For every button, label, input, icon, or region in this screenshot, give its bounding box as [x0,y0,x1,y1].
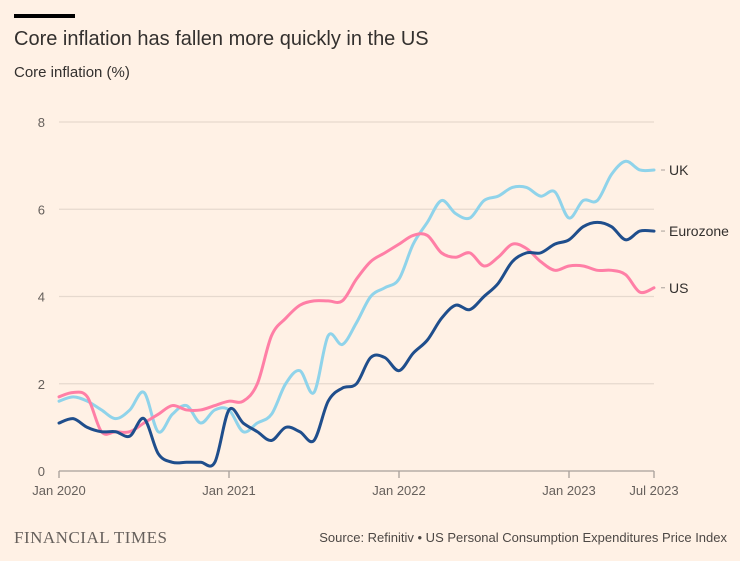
x-tick-label: Jan 2021 [202,483,256,498]
series-line-us [57,232,656,436]
y-tick-label: 4 [38,290,45,305]
series-label-us: US [669,280,688,296]
x-tick-label: Jan 2020 [32,483,86,498]
series-line-uk [57,159,656,434]
chart-title: Core inflation has fallen more quickly i… [14,28,429,50]
source-note: Source: Refinitiv • US Personal Consumpt… [319,530,727,545]
y-tick-label: 6 [38,202,45,217]
y-tick-label: 2 [38,377,45,392]
x-tick-label: Jan 2023 [542,483,596,498]
ft-top-rule [14,14,75,18]
y-tick-label: 0 [38,464,45,479]
chart-subtitle: Core inflation (%) [14,64,130,81]
x-tick-label: Jan 2022 [372,483,426,498]
series-label-eurozone: Eurozone [669,223,729,239]
series-label-uk: UK [669,162,689,178]
x-tick-label: Jul 2023 [629,483,678,498]
y-tick-label: 8 [38,115,45,130]
ft-logo: FINANCIAL TIMES [14,528,168,547]
series-line-eurozone [57,220,656,468]
